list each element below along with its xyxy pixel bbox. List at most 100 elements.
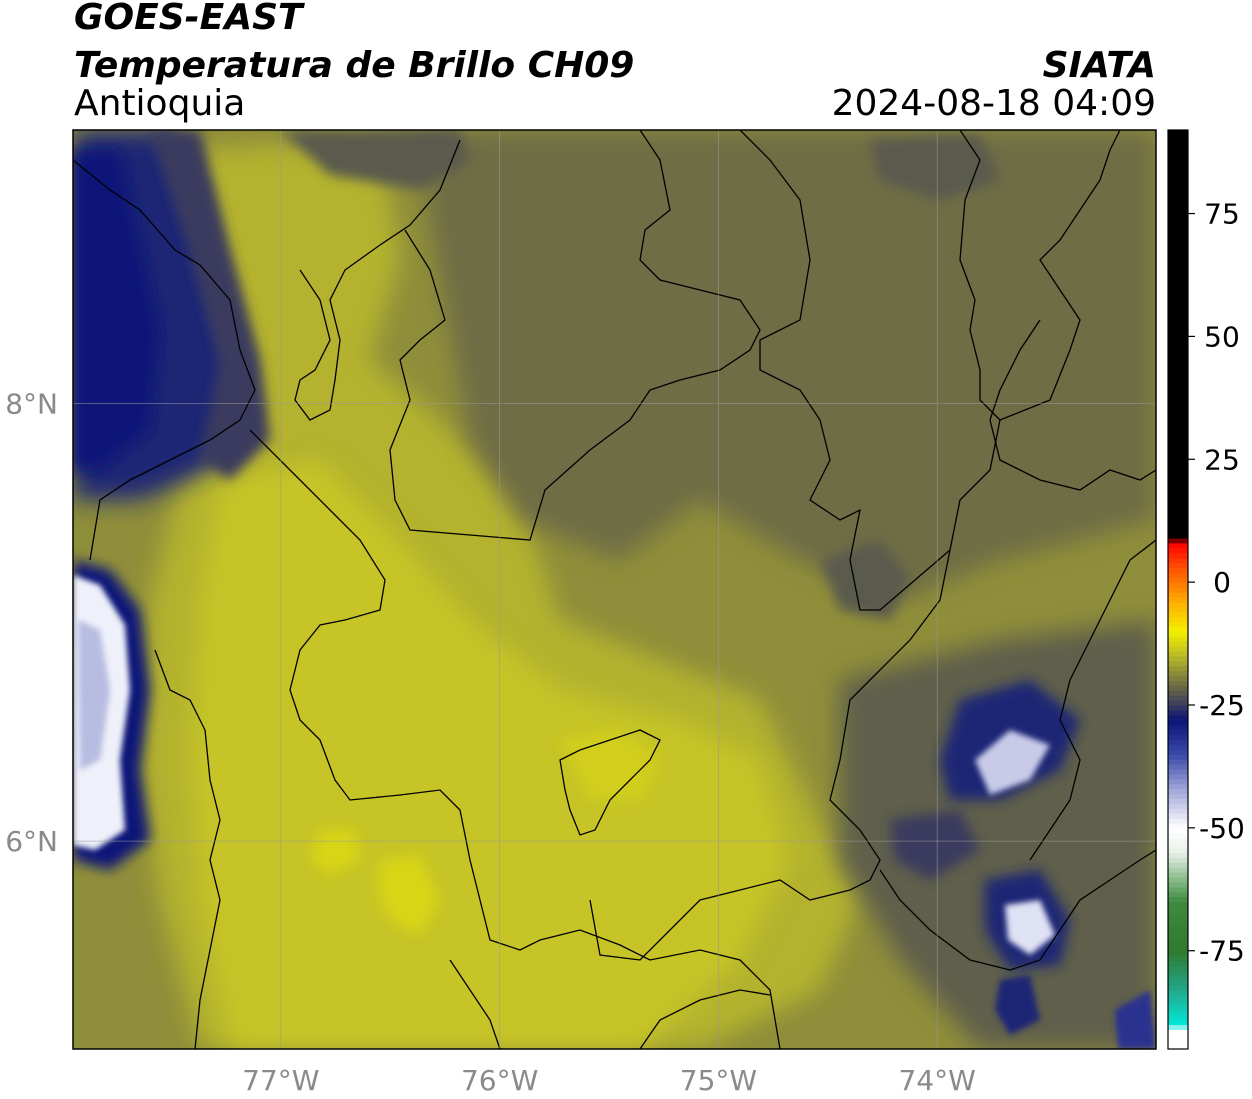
colorbar-segment xyxy=(1168,876,1188,883)
colorbar-segment xyxy=(1168,734,1188,740)
colorbar-segment xyxy=(1168,921,1188,927)
colorbar-segment xyxy=(1168,955,1188,962)
convective-cell-west-inner xyxy=(78,620,110,770)
colorbar-segment xyxy=(1168,193,1188,200)
colorbar-segment xyxy=(1168,252,1188,259)
colorbar-segment xyxy=(1168,154,1188,161)
colorbar-segment xyxy=(1168,847,1188,854)
colorbar-segment xyxy=(1168,287,1188,293)
lat-tick-label: 6°N xyxy=(5,825,58,858)
lon-tick-label: 77°W xyxy=(242,1064,319,1097)
colorbar-segment xyxy=(1168,911,1188,917)
colorbar-segment xyxy=(1168,306,1188,313)
colorbar-segment xyxy=(1168,542,1188,549)
colorbar-segment xyxy=(1168,203,1188,210)
colorbar-segment xyxy=(1168,685,1188,691)
colorbar-segment xyxy=(1168,169,1188,175)
border-east-bottom xyxy=(879,849,1156,971)
colorbar-segment xyxy=(1168,759,1188,765)
colorbar-segment xyxy=(1168,803,1188,809)
border-east-river xyxy=(1029,539,1156,861)
colorbar-segment xyxy=(1168,935,1188,942)
colorbar-segment xyxy=(1168,1004,1188,1011)
colorbar-segment xyxy=(1168,945,1188,952)
colorbar-segment xyxy=(1168,375,1188,382)
colorbar-segment xyxy=(1168,837,1188,844)
satellite-title: GOES-EAST xyxy=(74,0,303,38)
colorbar-segment xyxy=(1168,906,1188,912)
colorbar-segment xyxy=(1168,660,1188,667)
colorbar-segment xyxy=(1168,980,1188,986)
convective-cell-south-east-2 xyxy=(995,975,1040,1035)
colorbar-segment xyxy=(1168,763,1188,770)
colorbar-segment xyxy=(1168,719,1188,726)
colorbar-segment xyxy=(1168,474,1188,480)
colorbar-tick-label: -25 xyxy=(1199,689,1245,722)
colorbar-segment xyxy=(1168,1039,1188,1045)
colorbar-segment xyxy=(1168,424,1188,431)
colorbar-segment xyxy=(1168,926,1188,932)
colorbar-segment xyxy=(1168,537,1188,544)
colorbar-segment xyxy=(1168,704,1188,711)
colorbar-segment xyxy=(1168,174,1188,180)
border-caldas xyxy=(519,929,781,1049)
colorbar-segment xyxy=(1168,700,1188,706)
colorbar: 75 50 25 0 -25 -50 -75 xyxy=(1167,129,1245,1050)
administrative-borders xyxy=(73,130,1156,1049)
colorbar-segment xyxy=(1168,641,1188,647)
colorbar-segment xyxy=(1168,675,1188,682)
colorbar-segment xyxy=(1168,134,1188,141)
cold-patch-east xyxy=(890,810,980,880)
border-antioquia-choco-north xyxy=(249,429,521,951)
colorbar-segment xyxy=(1168,768,1188,775)
colorbar-segment xyxy=(1168,405,1188,411)
border-bolivar-east xyxy=(949,130,1001,551)
colorbar-segment xyxy=(1168,365,1188,372)
colorbar-segment xyxy=(1168,493,1188,500)
colorbar-segment xyxy=(1168,631,1188,637)
colorbar-segment xyxy=(1168,233,1188,239)
colorbar-segment xyxy=(1168,818,1188,824)
gridlines xyxy=(73,130,1156,1049)
colorbar-segment xyxy=(1168,1034,1188,1040)
colorbar-segment xyxy=(1168,994,1188,1001)
colorbar-segment xyxy=(1168,857,1188,863)
lon-tick-label: 76°W xyxy=(461,1064,538,1097)
colorbar-segment xyxy=(1168,587,1188,593)
colorbar-segment xyxy=(1168,1024,1188,1030)
dark-olive-north xyxy=(420,130,1156,600)
colorbar-segment xyxy=(1168,184,1188,190)
colorbar-segment xyxy=(1168,429,1188,436)
brightness-temperature-field xyxy=(73,130,1156,1049)
colorbar-segment xyxy=(1168,852,1188,858)
colorbar-segment xyxy=(1168,709,1188,716)
colorbar-segment xyxy=(1168,532,1188,539)
colorbar-segment xyxy=(1168,503,1188,510)
colorbar-segment xyxy=(1168,891,1188,898)
colorbar-segment xyxy=(1168,390,1188,396)
colorbar-segment xyxy=(1168,272,1188,279)
colorbar-segment xyxy=(1168,975,1188,981)
colorbar-segment xyxy=(1168,1009,1188,1016)
colorbar-segment xyxy=(1168,636,1188,642)
colorbar-segment xyxy=(1168,444,1188,451)
lon-tick-label: 74°W xyxy=(899,1064,976,1097)
convective-cell-southeast xyxy=(1005,900,1055,955)
colorbar-segment xyxy=(1168,557,1188,564)
colorbar-segment xyxy=(1168,547,1188,554)
colorbar-segment xyxy=(1168,827,1188,834)
colorbar-segment xyxy=(1168,562,1188,568)
border-sucre-bolivar xyxy=(739,130,951,611)
colorbar-segment xyxy=(1168,360,1188,367)
colorbar-segment xyxy=(1168,754,1188,760)
colorbar-segment xyxy=(1168,690,1188,696)
cold-cloud-west-core xyxy=(73,150,160,470)
colorbar-segment xyxy=(1168,1019,1188,1026)
colorbar-segment xyxy=(1168,400,1188,406)
lon-tick-label: 75°W xyxy=(680,1064,757,1097)
colorbar-segment xyxy=(1168,813,1188,819)
timestamp-label: 2024-08-18 04:09 xyxy=(831,83,1156,124)
colorbar-segment xyxy=(1168,680,1188,686)
colorbar-segment xyxy=(1168,228,1188,234)
map-frame xyxy=(72,129,1157,1050)
